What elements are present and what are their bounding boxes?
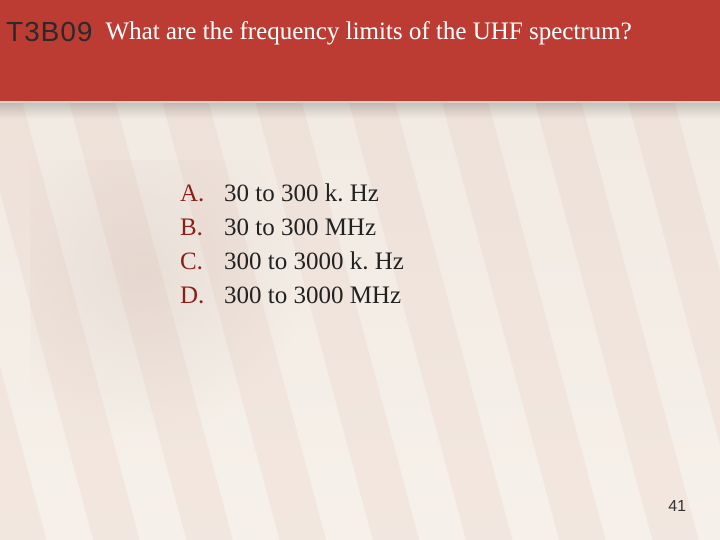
page-number: 41 bbox=[668, 498, 686, 516]
choice-letter: A. bbox=[180, 180, 224, 208]
choice-row: C. 300 to 3000 k. Hz bbox=[180, 248, 404, 276]
choice-text: 30 to 300 k. Hz bbox=[224, 180, 379, 208]
choice-row: B. 30 to 300 MHz bbox=[180, 214, 404, 242]
choice-text: 300 to 3000 MHz bbox=[224, 282, 401, 310]
choice-row: D. 300 to 3000 MHz bbox=[180, 282, 404, 310]
choice-row: A. 30 to 300 k. Hz bbox=[180, 180, 404, 208]
choice-letter: C. bbox=[180, 248, 224, 276]
choice-letter: B. bbox=[180, 214, 224, 242]
question-code: T3B09 bbox=[6, 16, 94, 48]
choice-letter: D. bbox=[180, 282, 224, 310]
header-shadow bbox=[0, 103, 720, 119]
answer-choices: A. 30 to 300 k. Hz B. 30 to 300 MHz C. 3… bbox=[180, 180, 404, 316]
choice-text: 30 to 300 MHz bbox=[224, 214, 376, 242]
choice-text: 300 to 3000 k. Hz bbox=[224, 248, 404, 276]
question-header: T3B09 What are the frequency limits of t… bbox=[0, 0, 720, 103]
question-text: What are the frequency limits of the UHF… bbox=[106, 14, 632, 50]
